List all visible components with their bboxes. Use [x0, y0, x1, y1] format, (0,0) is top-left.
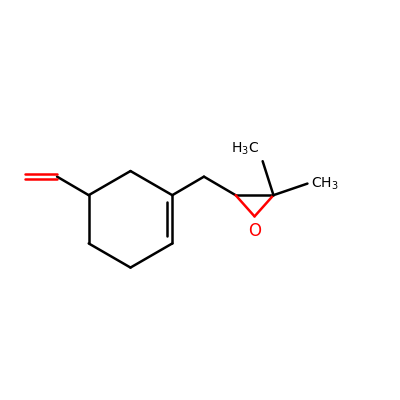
Text: H$_3$C: H$_3$C	[232, 141, 260, 157]
Text: O: O	[248, 222, 261, 240]
Text: CH$_3$: CH$_3$	[310, 175, 338, 192]
